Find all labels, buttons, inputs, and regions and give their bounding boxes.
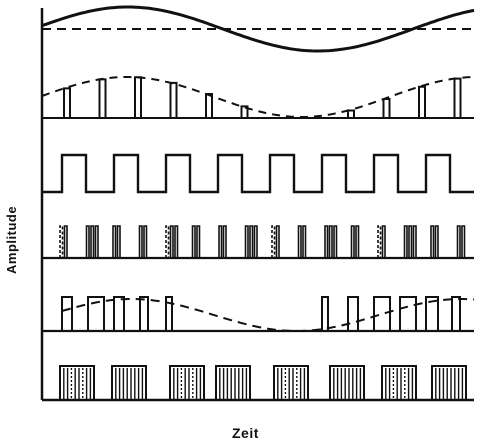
pcm-pulse (249, 225, 254, 258)
pcm-pulse (271, 225, 276, 258)
pcm-pulse (412, 225, 417, 258)
pdm-pulse (113, 296, 125, 331)
pam-pulse (134, 76, 142, 118)
code-group-frame (59, 365, 95, 400)
pcm-pulse (302, 225, 307, 258)
pcm-pulse (116, 225, 121, 258)
pcm-pulse (430, 225, 435, 258)
pcm-pulse (403, 225, 408, 258)
pcm-pulse (408, 225, 413, 258)
pcm-pulse (222, 225, 227, 258)
pcm-pulse (94, 225, 99, 258)
pcm-pulse (324, 225, 329, 258)
pcm-pulse (328, 225, 333, 258)
pcm-pulse (165, 225, 170, 258)
pam-pulse (382, 98, 391, 118)
pam-pulse (453, 77, 462, 118)
pcm-pulse (90, 225, 95, 258)
pcm-pulse (275, 225, 280, 258)
pcm-pulse (59, 225, 64, 258)
pcm-pulse (169, 225, 174, 258)
pdm-pulse (451, 296, 461, 331)
square-pulse-train (42, 153, 474, 194)
pcm-pulse (350, 225, 355, 258)
pam-pulse (418, 85, 426, 118)
pcm-pulse (63, 225, 68, 258)
code-group-frame (329, 365, 365, 400)
pcm-pulse (143, 225, 148, 258)
pcm-pulse (434, 225, 439, 258)
pam-pulse (205, 93, 213, 118)
pdm-envelope-dashed (61, 298, 475, 332)
pcm-pulse (138, 225, 143, 258)
pcm-pulse (174, 225, 179, 258)
pcm-pulse (355, 225, 360, 258)
code-group-frame (273, 365, 309, 400)
code-group-frame (215, 365, 251, 400)
pam-pulse (347, 109, 355, 118)
pam-pulse (240, 105, 249, 118)
pcm-pulse (456, 225, 461, 258)
pcm-pulse (381, 225, 386, 258)
pdm-pulse (321, 296, 329, 331)
pcm-pulse (377, 225, 382, 258)
code-group-frame (431, 365, 467, 400)
pdm-pulse (139, 296, 149, 331)
y-axis-label: Amplitude (4, 205, 19, 274)
pcm-pulse (461, 225, 466, 258)
pcm-pulse (333, 225, 338, 258)
pcm-pulse (297, 225, 302, 258)
pcm-pulse (218, 225, 223, 258)
pdm-pulse (399, 296, 417, 331)
pdm-pulse (373, 296, 391, 331)
pcm-pulse (191, 225, 196, 258)
pdm-pulse (165, 296, 173, 331)
pdm-pulse (87, 296, 105, 331)
code-group-frame (381, 365, 417, 400)
pam-envelope-dashed (41, 76, 475, 118)
pcm-pulse (85, 225, 90, 258)
pdm-pulse (61, 296, 73, 331)
pcm-pulse (196, 225, 201, 258)
pam-pulse (63, 87, 71, 118)
x-axis-label: Zeit (232, 425, 259, 441)
pcm-pulse (253, 225, 258, 258)
pam-pulse (169, 81, 178, 118)
pam-pulse (98, 78, 107, 118)
pdm-pulse (425, 296, 439, 331)
pdm-pulse (347, 296, 359, 331)
pcm-pulse (244, 225, 249, 258)
code-group-frame (169, 365, 205, 400)
pcm-pulse (112, 225, 117, 258)
code-group-frame (111, 365, 147, 400)
analog-sine-wave (41, 5, 475, 53)
